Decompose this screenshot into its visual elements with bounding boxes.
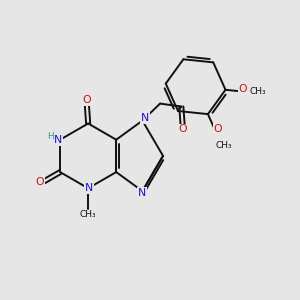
- Text: CH₃: CH₃: [216, 140, 232, 149]
- Text: O: O: [82, 95, 91, 105]
- Text: CH₃: CH₃: [249, 86, 266, 95]
- Text: H: H: [47, 132, 54, 141]
- Text: CH₃: CH₃: [80, 210, 97, 219]
- Text: O: O: [35, 177, 44, 187]
- Text: N: N: [54, 135, 62, 145]
- Text: O: O: [178, 124, 187, 134]
- Text: N: N: [138, 188, 146, 198]
- Text: O: O: [214, 124, 222, 134]
- Text: N: N: [141, 113, 149, 123]
- Text: O: O: [239, 84, 248, 94]
- Text: N: N: [85, 183, 93, 193]
